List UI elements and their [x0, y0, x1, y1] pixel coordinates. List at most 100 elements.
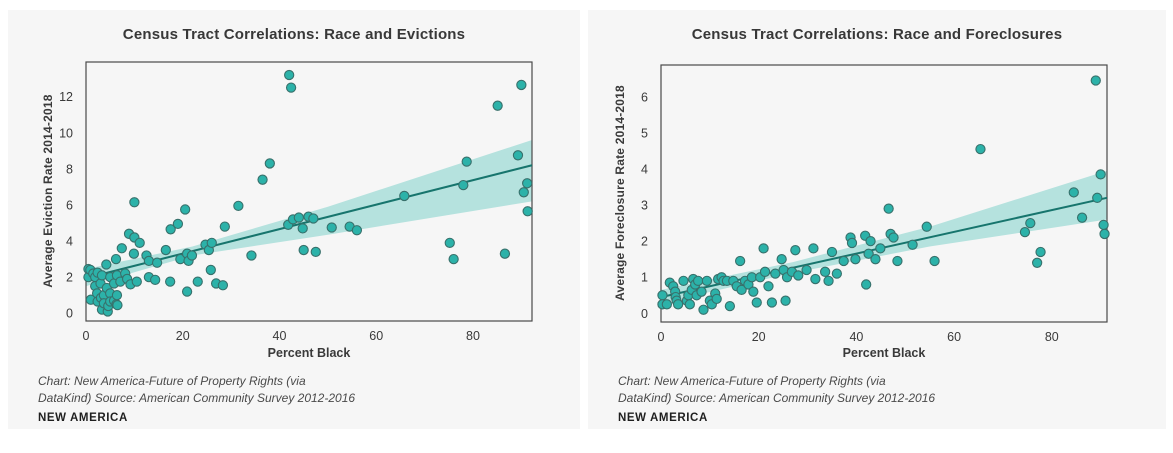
data-point	[1092, 192, 1103, 203]
foreclosure-y-axis-label: Average Foreclosure Rate 2014-2018	[613, 85, 627, 301]
data-point	[246, 250, 257, 261]
data-point	[863, 248, 874, 259]
data-point	[1076, 212, 1088, 223]
data-point	[770, 268, 781, 279]
data-point	[793, 270, 804, 281]
x-tick-label: 40	[273, 329, 287, 343]
data-point	[759, 266, 771, 277]
data-point	[826, 246, 838, 258]
data-point	[736, 284, 747, 296]
data-point	[284, 69, 295, 81]
data-point	[1095, 169, 1106, 180]
data-point	[134, 237, 145, 248]
data-point	[696, 286, 707, 297]
data-point	[692, 275, 704, 287]
data-point	[512, 150, 524, 161]
data-point	[831, 268, 843, 279]
data-point	[661, 299, 673, 310]
data-point	[823, 275, 834, 287]
data-point	[111, 290, 123, 301]
data-point	[131, 276, 142, 287]
data-point	[1025, 217, 1036, 229]
data-point	[810, 273, 821, 285]
data-point	[116, 243, 127, 254]
data-point	[907, 239, 918, 250]
data-point	[206, 237, 217, 248]
data-point	[101, 259, 112, 270]
y-tick-label: 3	[641, 199, 648, 213]
new-america-logo: NEW AMERICA	[618, 412, 708, 424]
data-point	[172, 218, 184, 230]
data-point	[151, 257, 163, 268]
data-point	[1019, 226, 1031, 238]
attribution-line-1: Chart: New America-Future of Property Ri…	[618, 374, 886, 388]
data-point	[801, 264, 812, 276]
data-point	[678, 275, 689, 287]
data-point	[1099, 228, 1110, 240]
data-point	[186, 250, 198, 261]
data-point	[1098, 219, 1109, 231]
data-point	[763, 281, 774, 292]
data-point	[181, 286, 193, 297]
data-point	[672, 299, 684, 310]
x-tick-label: 80	[1045, 330, 1059, 344]
data-point	[143, 255, 155, 267]
data-point	[734, 255, 746, 267]
data-point	[684, 299, 695, 310]
x-tick-label: 20	[176, 329, 190, 343]
data-point	[751, 297, 762, 308]
y-tick-label: 10	[59, 126, 73, 140]
data-point	[758, 243, 769, 254]
x-tick-label: 0	[83, 329, 90, 343]
data-point	[233, 200, 244, 211]
data-point	[1068, 187, 1079, 198]
data-point	[883, 203, 894, 214]
data-point	[499, 248, 511, 259]
data-point	[850, 254, 861, 265]
data-point	[293, 212, 304, 223]
data-point	[975, 143, 986, 155]
eviction-x-axis-label: Percent Black	[267, 346, 351, 360]
eviction-chart-card: Census Tract Correlations: Race and Evic…	[8, 10, 580, 429]
data-point	[1090, 75, 1101, 86]
eviction-scatter-plot: 0 20 40 60 80 0 2 4 6 8 10 12	[59, 61, 533, 343]
data-point	[110, 253, 122, 265]
data-point	[522, 178, 533, 189]
x-tick-label: 80	[466, 329, 480, 343]
y-tick-label: 4	[66, 235, 73, 249]
data-point	[701, 275, 713, 287]
data-point	[165, 276, 176, 287]
attribution-line-2: DataKind) Source: American Community Sur…	[38, 391, 356, 405]
new-america-logo: NEW AMERICA	[38, 412, 128, 424]
foreclosure-x-axis-label: Percent Black	[842, 346, 926, 360]
data-point	[516, 79, 527, 91]
data-point	[444, 237, 455, 248]
data-point	[870, 254, 881, 265]
x-tick-label: 60	[947, 330, 961, 344]
x-tick-label: 0	[658, 330, 665, 344]
data-point	[298, 244, 309, 256]
data-point	[790, 245, 801, 256]
data-point	[129, 197, 140, 208]
attribution-line-1: Chart: New America-Future of Property Ri…	[38, 374, 306, 388]
data-point	[766, 297, 778, 308]
data-point	[698, 304, 709, 315]
data-point	[892, 255, 903, 267]
y-tick-label: 1	[641, 271, 648, 285]
y-tick-label: 0	[641, 307, 648, 321]
foreclosure-attribution: Chart: New America-Future of Property Ri…	[618, 373, 935, 407]
plot-border	[85, 61, 533, 322]
y-tick-label: 5	[641, 126, 648, 140]
data-point	[875, 243, 886, 254]
foreclosure-chart-card: Census Tract Correlations: Race and Fore…	[588, 10, 1166, 429]
data-point	[780, 295, 791, 306]
data-point	[865, 235, 876, 247]
data-point	[657, 290, 668, 301]
foreclosure-scatter-plot: 0 20 40 60 80 0 1 2 3 4 5 6	[641, 64, 1110, 344]
data-point	[264, 158, 275, 169]
foreclosure-chart-title: Census Tract Correlations: Race and Fore…	[691, 26, 1063, 43]
y-tick-label: 6	[641, 90, 648, 104]
data-point	[217, 280, 229, 291]
data-point	[846, 237, 858, 249]
